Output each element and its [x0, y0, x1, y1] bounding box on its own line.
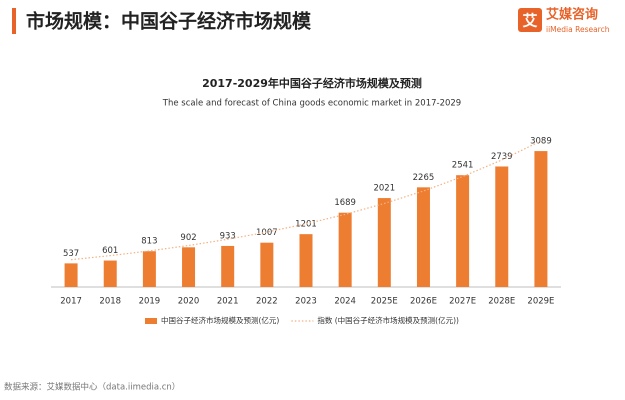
bar [103, 260, 117, 287]
x-tick-label: 2024 [334, 297, 356, 307]
bar [338, 212, 352, 287]
bar [64, 263, 78, 287]
title-accent [12, 8, 16, 34]
logo-icon [518, 8, 542, 32]
x-tick-label: 2018 [99, 297, 121, 307]
value-label: 1201 [295, 220, 317, 230]
x-tick-label: 2019 [139, 297, 161, 307]
logo-sub: iiMedia Research [546, 25, 610, 34]
value-label: 601 [102, 246, 118, 256]
bar [299, 234, 313, 287]
x-tick-label: 2022 [256, 297, 278, 307]
legend-swatch [145, 318, 157, 324]
logo-mark: 艾 [522, 12, 537, 30]
bar [260, 242, 274, 287]
bar [377, 198, 391, 287]
x-tick-label: 2020 [178, 297, 200, 307]
value-label: 2021 [373, 184, 395, 194]
chart-subtitle: The scale and forecast of China goods ec… [162, 99, 461, 109]
bar [416, 187, 430, 287]
value-label: 2739 [491, 152, 513, 162]
bar [142, 251, 156, 287]
page-title: 市场规模：中国谷子经济市场规模 [26, 10, 312, 33]
chart-title: 2017-2029年中国谷子经济市场规模及预测 [202, 76, 422, 90]
bar [456, 175, 470, 287]
source: 数据来源：艾媒数据中心（data.iimedia.cn） [4, 382, 180, 393]
bar [495, 166, 509, 287]
x-tick-label: 2023 [295, 297, 317, 307]
bar [534, 151, 548, 287]
legend-label: 指数 (中国谷子经济市场规模及预测(亿元)) [317, 315, 459, 325]
x-tick-label: 2028E [488, 297, 515, 307]
x-tick-label: 2027E [449, 297, 476, 307]
x-tick-label: 2026E [410, 297, 437, 307]
logo-name: 艾媒咨询 [546, 7, 598, 23]
x-tick-label: 2029E [527, 297, 554, 307]
value-label: 813 [141, 237, 157, 247]
value-label: 933 [220, 231, 236, 241]
bar [221, 245, 235, 287]
value-label: 1007 [256, 228, 278, 238]
value-label: 2541 [452, 161, 474, 171]
value-label: 2265 [413, 173, 435, 183]
value-label: 1689 [334, 198, 356, 208]
x-tick-label: 2025E [371, 297, 398, 307]
value-label: 537 [63, 249, 79, 259]
bar [182, 247, 196, 287]
legend-label: 中国谷子经济市场规模及预测(亿元) [161, 315, 279, 325]
x-tick-label: 2017 [60, 297, 82, 307]
value-label: 902 [180, 233, 196, 243]
x-tick-label: 2021 [217, 297, 239, 307]
